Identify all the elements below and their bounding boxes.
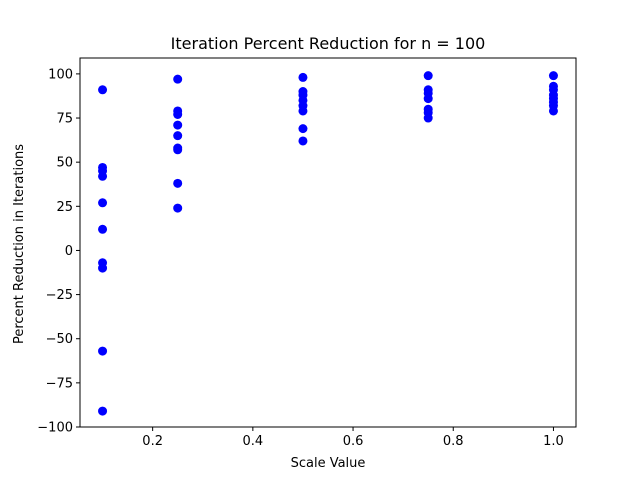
data-point xyxy=(423,113,433,123)
data-point xyxy=(298,136,308,146)
data-point xyxy=(173,203,183,213)
x-tick-label: 1.0 xyxy=(543,434,564,449)
x-tick-label: 0.2 xyxy=(142,434,163,449)
y-tick-label: 25 xyxy=(56,200,73,215)
data-point xyxy=(423,94,433,104)
y-tick-label: 0 xyxy=(65,244,73,259)
data-point xyxy=(298,72,308,82)
y-tick-label: 100 xyxy=(48,67,73,82)
chart-title: Iteration Percent Reduction for n = 100 xyxy=(171,34,486,53)
data-point xyxy=(98,198,108,208)
data-point xyxy=(298,124,308,134)
data-point xyxy=(548,106,558,116)
data-point xyxy=(98,346,108,356)
data-point xyxy=(173,178,183,188)
y-tick-label: 75 xyxy=(56,112,73,127)
x-axis-title: Scale Value xyxy=(291,456,366,471)
x-tick-label: 0.4 xyxy=(243,434,264,449)
plot-frame xyxy=(79,57,577,428)
y-tick-label: −50 xyxy=(46,332,73,347)
data-point xyxy=(298,106,308,116)
data-point xyxy=(173,120,183,130)
data-point xyxy=(98,263,108,273)
x-axis-ticks: 0.2 0.4 0.6 0.8 1.0 xyxy=(142,427,564,449)
y-tick-label: −75 xyxy=(46,376,73,391)
data-point xyxy=(98,406,108,416)
data-point xyxy=(98,171,108,181)
data-point xyxy=(548,71,558,81)
data-point xyxy=(173,131,183,141)
data-point xyxy=(98,85,108,95)
y-tick-label: −100 xyxy=(37,421,73,436)
data-point xyxy=(173,145,183,155)
data-point xyxy=(173,109,183,119)
y-axis-title: Percent Reduction in Iterations xyxy=(12,144,27,344)
data-point xyxy=(423,71,433,81)
data-point xyxy=(98,224,108,234)
y-axis-ticks: −100 −75 −50 −25 0 25 50 75 100 xyxy=(37,67,80,436)
x-tick-label: 0.8 xyxy=(443,434,464,449)
y-tick-label: 50 xyxy=(56,156,73,171)
y-tick-label: −25 xyxy=(46,288,73,303)
x-tick-label: 0.6 xyxy=(343,434,364,449)
data-point xyxy=(173,74,183,84)
data-points xyxy=(98,71,558,416)
